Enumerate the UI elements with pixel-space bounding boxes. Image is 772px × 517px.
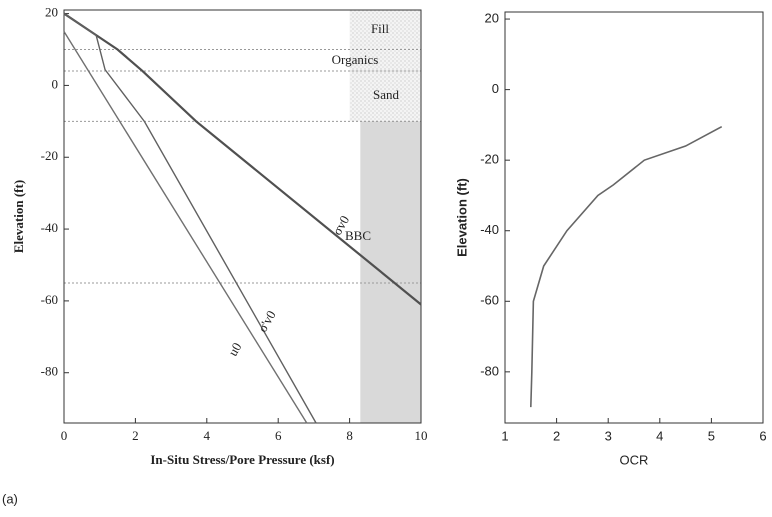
layer-label: BBC — [345, 228, 371, 243]
y-tick-label: -40 — [41, 220, 58, 235]
plot-frame — [504, 11, 764, 424]
x-tick-label: 0 — [61, 428, 68, 443]
y-tick-label: -60 — [41, 292, 58, 307]
x-tick-label: 1 — [501, 428, 508, 443]
panel: Fill Organics Sand BBC 0 2 4 6 8 10 20 0 -20 -40 -60 -8… — [11, 5, 428, 467]
x-tick-label: 6 — [275, 428, 282, 443]
series-line — [63, 31, 308, 424]
y-tick-label: -60 — [480, 293, 499, 308]
shaded-region — [360, 121, 421, 423]
plot-frame — [63, 9, 422, 424]
series-line — [63, 13, 317, 424]
y-tick-label: -20 — [480, 152, 499, 167]
layer-label: Organics — [332, 52, 379, 67]
series-label: u0 — [225, 340, 244, 359]
x-tick-label: 4 — [656, 428, 663, 443]
x-axis-label: OCR — [620, 452, 649, 467]
layer-label: Sand — [373, 87, 400, 102]
y-tick-label: -20 — [41, 148, 58, 163]
y-axis-label: Elevation (ft) — [11, 180, 26, 253]
y-tick-label: -80 — [480, 363, 499, 378]
x-tick-label: 6 — [759, 428, 766, 443]
x-tick-label: 3 — [605, 428, 612, 443]
y-tick-label: -80 — [41, 364, 58, 379]
x-tick-label: 4 — [204, 428, 211, 443]
y-tick-label: -40 — [480, 222, 499, 237]
x-axis-label: In-Situ Stress/Pore Pressure (ksf) — [150, 452, 334, 467]
series-label: σ'v0 — [255, 308, 279, 335]
x-tick-label: 10 — [415, 428, 428, 443]
series-line — [530, 125, 723, 408]
y-tick-label: 0 — [52, 76, 59, 91]
x-tick-label: 8 — [346, 428, 353, 443]
panel: 1 2 3 4 5 6 20 0 -20 -40 -60 -80 OCR Elevation (ft) — [454, 10, 766, 467]
y-tick-label: 20 — [45, 5, 58, 20]
y-tick-label: 20 — [485, 10, 499, 25]
y-tick-label: 0 — [492, 81, 499, 96]
layer-label: Fill — [371, 21, 389, 36]
caption: (a) — [2, 491, 18, 506]
hatched-region — [349, 10, 421, 122]
x-tick-label: 5 — [708, 428, 715, 443]
x-tick-label: 2 — [553, 428, 560, 443]
x-tick-label: 2 — [132, 428, 139, 443]
y-axis-label: Elevation (ft) — [454, 178, 469, 257]
